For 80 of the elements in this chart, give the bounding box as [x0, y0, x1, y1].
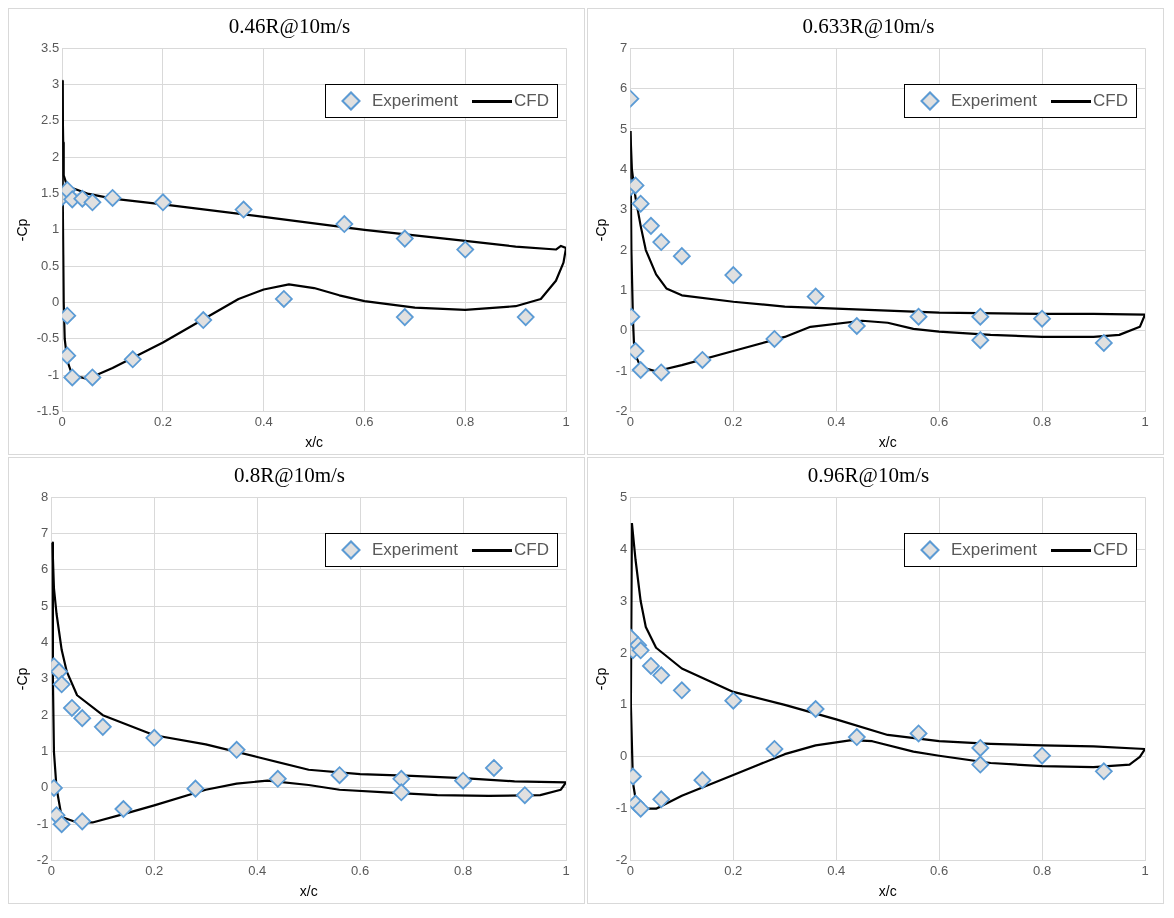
x-tick-label: 1 [562, 862, 570, 878]
legend-label: Experiment [951, 540, 1037, 561]
x-tick-label: 0.4 [827, 413, 846, 429]
legend-label: Experiment [372, 540, 458, 561]
x-tick-label: 1 [1141, 413, 1149, 429]
x-tick-label: 0.2 [145, 862, 164, 878]
y-tick-label: 7 [620, 39, 628, 55]
y-tick-label: 4 [620, 160, 628, 176]
y-tick-label: 0 [41, 779, 49, 795]
chart-title: 0.46R@10m/s [228, 14, 351, 39]
y-tick-label: 4 [41, 634, 49, 650]
legend-label: Experiment [951, 91, 1037, 112]
y-tick-label: 3 [620, 201, 628, 217]
legend-label: CFD [1092, 540, 1128, 561]
x-tick-label: 0.4 [248, 862, 267, 878]
legend-label: CFD [1092, 91, 1128, 112]
y-tick-label: -0.5 [36, 330, 60, 346]
y-axis-title: -Cp [593, 667, 610, 691]
x-tick-label: 0.2 [724, 413, 743, 429]
x-tick-label: 0.8 [454, 862, 473, 878]
y-tick-label: 4 [620, 540, 628, 556]
y-tick-label: 2 [51, 148, 60, 164]
y-tick-label: -2 [615, 403, 628, 419]
y-axis-title: -Cp [593, 218, 610, 242]
y-tick-label: 2 [41, 706, 49, 722]
y-tick-label: -1 [47, 366, 60, 382]
y-tick-label: 1 [41, 743, 49, 759]
x-tick-label: 0.2 [153, 413, 172, 429]
y-tick-label: 3 [41, 670, 49, 686]
y-tick-label: -1.5 [36, 403, 60, 419]
legend-label: CFD [513, 540, 549, 561]
x-tick-label: 0.6 [930, 862, 949, 878]
x-tick-label: 0.8 [456, 413, 475, 429]
chart-title: 0.96R@10m/s [807, 463, 930, 488]
y-tick-label: 7 [41, 525, 49, 541]
y-tick-label: 5 [620, 120, 628, 136]
y-tick-label: 6 [620, 80, 628, 96]
y-tick-label: 2.5 [41, 112, 60, 128]
y-tick-label: 0 [620, 322, 628, 338]
chart-title: 0.633R@10m/s [802, 14, 935, 39]
y-tick-label: 6 [41, 561, 49, 577]
y-tick-label: -1 [615, 800, 628, 816]
y-tick-label: 2 [620, 241, 628, 257]
x-tick-label: 0.6 [930, 413, 949, 429]
x-tick-label: 0.8 [1033, 862, 1052, 878]
legend-label: CFD [513, 91, 549, 112]
y-tick-label: -2 [36, 852, 49, 868]
legend-label: Experiment [372, 91, 458, 112]
y-tick-label: 8 [41, 488, 49, 504]
y-axis-title: -Cp [14, 218, 31, 242]
x-tick-label: 1 [562, 413, 570, 429]
chart-title: 0.8R@10m/s [234, 463, 345, 488]
y-tick-label: 1.5 [41, 185, 60, 201]
y-tick-label: 0.5 [41, 257, 60, 273]
x-tick-label: 0.8 [1033, 413, 1052, 429]
y-tick-label: 5 [41, 597, 49, 613]
y-tick-label: 3 [620, 592, 628, 608]
y-tick-label: 3 [51, 76, 60, 92]
x-tick-label: 1 [1141, 862, 1149, 878]
y-tick-label: 2 [620, 644, 628, 660]
y-tick-label: 5 [620, 488, 628, 504]
y-axis-title: -Cp [14, 667, 31, 691]
x-tick-label: 0.6 [351, 862, 370, 878]
x-tick-label: 0.2 [724, 862, 743, 878]
y-tick-label: 0 [51, 294, 60, 310]
y-tick-label: 1 [620, 282, 628, 298]
y-tick-label: 3.5 [41, 39, 60, 55]
y-tick-label: -1 [36, 815, 49, 831]
x-axis-title: x/c [878, 883, 897, 900]
x-axis-title: x/c [878, 434, 897, 451]
y-tick-label: 1 [620, 696, 628, 712]
x-tick-label: 0.4 [827, 862, 846, 878]
x-axis-title: x/c [299, 883, 318, 900]
y-tick-label: 1 [51, 221, 60, 237]
y-tick-label: -2 [615, 852, 628, 868]
x-tick-label: 0.6 [355, 413, 374, 429]
x-axis-title: x/c [305, 434, 324, 451]
y-tick-label: -1 [615, 362, 628, 378]
x-tick-label: 0.4 [254, 413, 273, 429]
y-tick-label: 0 [620, 748, 628, 764]
